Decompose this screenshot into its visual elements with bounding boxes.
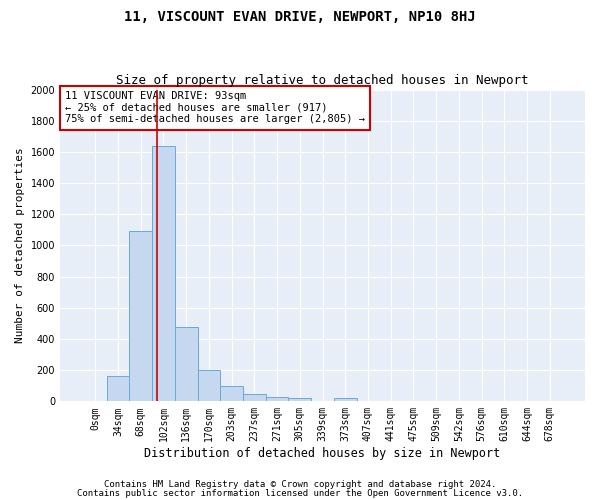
Bar xyxy=(289,398,311,402)
Text: Contains HM Land Registry data © Crown copyright and database right 2024.: Contains HM Land Registry data © Crown c… xyxy=(104,480,496,489)
Bar xyxy=(130,232,152,402)
Bar xyxy=(220,386,243,402)
Text: Contains public sector information licensed under the Open Government Licence v3: Contains public sector information licen… xyxy=(77,488,523,498)
X-axis label: Distribution of detached houses by size in Newport: Distribution of detached houses by size … xyxy=(145,447,500,460)
Text: 11 VISCOUNT EVAN DRIVE: 93sqm
← 25% of detached houses are smaller (917)
75% of : 11 VISCOUNT EVAN DRIVE: 93sqm ← 25% of d… xyxy=(65,91,365,124)
Bar xyxy=(107,376,130,402)
Y-axis label: Number of detached properties: Number of detached properties xyxy=(15,148,25,344)
Bar xyxy=(334,398,356,402)
Bar xyxy=(175,328,197,402)
Bar xyxy=(266,398,289,402)
Bar xyxy=(243,394,266,402)
Bar xyxy=(152,146,175,402)
Text: 11, VISCOUNT EVAN DRIVE, NEWPORT, NP10 8HJ: 11, VISCOUNT EVAN DRIVE, NEWPORT, NP10 8… xyxy=(124,10,476,24)
Title: Size of property relative to detached houses in Newport: Size of property relative to detached ho… xyxy=(116,74,529,87)
Bar xyxy=(197,370,220,402)
